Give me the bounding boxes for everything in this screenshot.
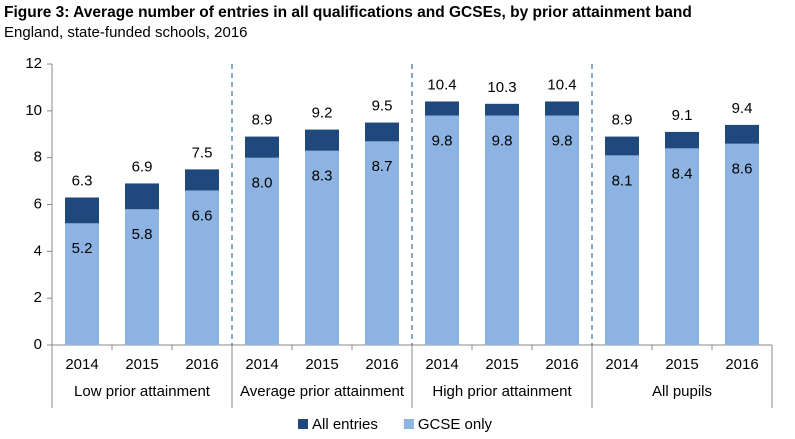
group-label: All pupils (652, 383, 712, 400)
data-label: 8.4 (672, 165, 693, 182)
bar (185, 190, 219, 345)
data-label: 8.7 (372, 158, 393, 175)
x-tick-label: 2016 (365, 356, 398, 373)
bar (65, 223, 99, 345)
bar (725, 143, 759, 345)
group-label: Average prior attainment (240, 383, 405, 400)
data-label: 5.8 (132, 226, 153, 243)
data-label: 6.9 (132, 158, 153, 175)
bar (545, 115, 579, 346)
bar (425, 115, 459, 346)
x-tick-label: 2014 (425, 356, 458, 373)
legend-swatch (298, 419, 308, 429)
y-tick-label: 4 (34, 242, 42, 259)
data-label: 9.8 (432, 132, 453, 149)
data-label: 9.8 (552, 132, 573, 149)
bar (245, 157, 279, 345)
data-label: 9.2 (312, 105, 333, 122)
data-label: 9.8 (492, 132, 513, 149)
data-label: 6.3 (72, 172, 93, 189)
x-tick-label: 2014 (245, 356, 278, 373)
y-tick-label: 8 (34, 149, 42, 166)
y-tick-label: 12 (25, 55, 42, 72)
group-label: Low prior attainment (74, 383, 211, 400)
bar (605, 155, 639, 345)
data-label: 10.3 (487, 79, 516, 96)
data-label: 5.2 (72, 240, 93, 257)
data-label: 8.0 (252, 175, 273, 192)
data-label: 9.1 (672, 107, 693, 124)
data-label: 10.4 (547, 76, 576, 93)
legend-label: All entries (312, 416, 378, 433)
bar (305, 150, 339, 345)
data-label: 9.4 (732, 100, 753, 117)
chart-subtitle: England, state-funded schools, 2016 (4, 24, 248, 41)
data-label: 7.5 (192, 144, 213, 161)
data-label: 6.6 (192, 207, 213, 224)
x-tick-label: 2014 (65, 356, 98, 373)
x-tick-label: 2015 (125, 356, 158, 373)
x-tick-label: 2015 (665, 356, 698, 373)
y-tick-label: 0 (34, 336, 42, 353)
x-tick-label: 2015 (485, 356, 518, 373)
x-tick-label: 2015 (305, 356, 338, 373)
chart-title: Figure 3: Average number of entries in a… (4, 4, 692, 21)
bar (365, 141, 399, 345)
bar (485, 115, 519, 346)
bar (125, 209, 159, 345)
y-tick-label: 6 (34, 195, 42, 212)
data-label: 8.1 (612, 172, 633, 189)
data-label: 8.9 (252, 112, 273, 129)
y-tick-label: 2 (34, 289, 42, 306)
group-label: High prior attainment (432, 383, 572, 400)
data-label: 8.9 (612, 112, 633, 129)
x-tick-label: 2016 (545, 356, 578, 373)
bar (665, 148, 699, 345)
data-label: 8.3 (312, 168, 333, 185)
legend-label: GCSE only (418, 416, 493, 433)
x-tick-label: 2016 (725, 356, 758, 373)
data-label: 9.5 (372, 98, 393, 115)
data-label: 10.4 (427, 76, 456, 93)
legend-swatch (403, 419, 414, 429)
data-label: 8.6 (732, 161, 753, 178)
x-tick-label: 2014 (605, 356, 638, 373)
x-tick-label: 2016 (185, 356, 218, 373)
y-tick-label: 10 (25, 102, 42, 119)
